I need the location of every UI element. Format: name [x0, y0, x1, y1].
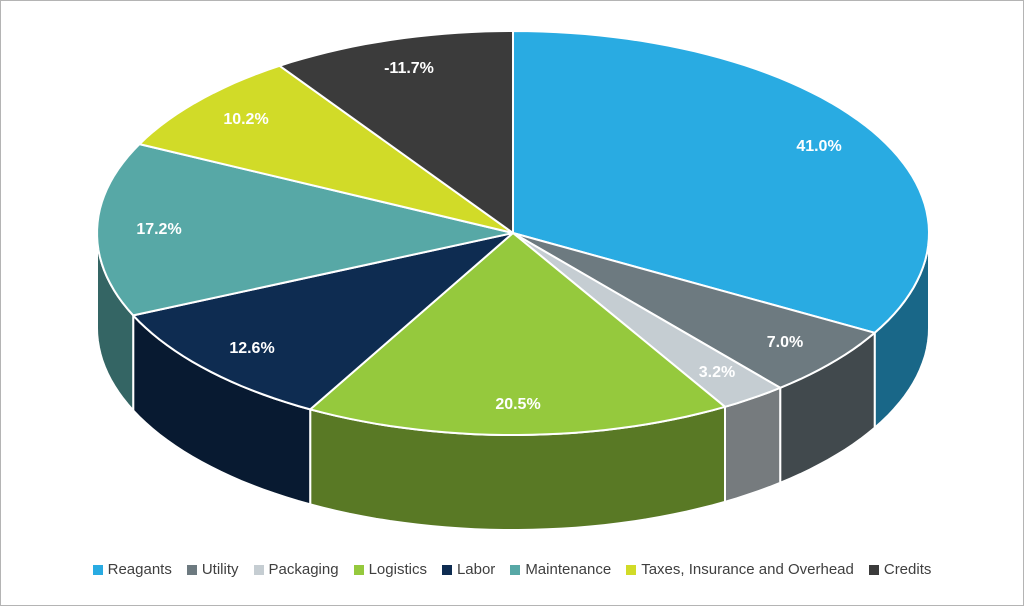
- legend-marker: [186, 564, 197, 575]
- legend-item-maintenance[interactable]: Maintenance: [510, 561, 611, 578]
- slice-label: 17.2%: [136, 221, 181, 238]
- pie-slice-maintenance[interactable]: [96, 143, 514, 317]
- legend-label: Packaging: [268, 561, 339, 578]
- pie-slice-taxes-insurance-and-overhead[interactable]: [138, 64, 514, 234]
- slice-label: -11.7%: [384, 60, 434, 77]
- legend-label: Utility: [201, 561, 239, 578]
- pie-slice-reagants[interactable]: [512, 30, 930, 334]
- pie-slice-credits[interactable]: [278, 30, 514, 234]
- legend-marker: [92, 564, 103, 575]
- legend-item-taxes-insurance-and-overhead[interactable]: Taxes, Insurance and Overhead: [626, 561, 854, 578]
- pie-slice-labor[interactable]: [132, 232, 514, 411]
- legend-marker: [626, 564, 637, 575]
- legend-item-credits[interactable]: Credits: [868, 561, 932, 578]
- pie-slice-utility[interactable]: [512, 232, 876, 389]
- legend-item-reagants[interactable]: Reagants: [92, 561, 172, 578]
- legend-item-packaging[interactable]: Packaging: [253, 561, 339, 578]
- slice-label: 10.2%: [223, 111, 268, 128]
- slice-label: 12.6%: [229, 340, 274, 357]
- legend-marker: [353, 564, 364, 575]
- slice-label: 3.2%: [699, 364, 735, 381]
- pie-chart-3d: 41.0% 7.0% 3.2% 20.5% 12.6% 17.2% 10.2% -11.7%: [96, 30, 930, 531]
- legend-item-logistics[interactable]: Logistics: [353, 561, 427, 578]
- legend-label: Labor: [456, 561, 496, 578]
- legend-item-labor[interactable]: Labor: [441, 561, 496, 578]
- legend-marker: [253, 564, 264, 575]
- slice-label: 7.0%: [767, 334, 803, 351]
- legend-label: Logistics: [368, 561, 427, 578]
- legend-label: Maintenance: [525, 561, 612, 578]
- legend-label: Taxes, Insurance and Overhead: [641, 561, 854, 578]
- slice-label: 41.0%: [796, 138, 841, 155]
- legend-marker: [510, 564, 521, 575]
- legend-marker: [868, 564, 879, 575]
- legend-label: Credits: [883, 561, 932, 578]
- chart-legend: Reagants Utility Packaging Logistics Labor Ma…: [1, 561, 1023, 578]
- legend-label: Reagants: [107, 561, 172, 578]
- legend-marker: [441, 564, 452, 575]
- pie-slice-logistics[interactable]: [309, 232, 726, 436]
- pie-slice-packaging[interactable]: [512, 232, 782, 408]
- legend-item-utility[interactable]: Utility: [186, 561, 239, 578]
- slice-label: 20.5%: [495, 396, 540, 413]
